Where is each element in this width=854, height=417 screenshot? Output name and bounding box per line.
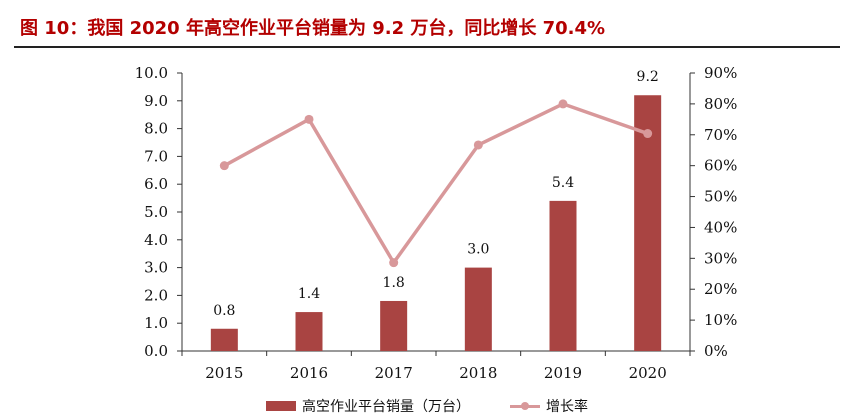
chart-legend: 高空作业平台销量（万台） 增长率 <box>0 396 854 416</box>
bar <box>549 200 577 351</box>
y-left-tick-label: 9.0 <box>144 92 168 110</box>
legend-swatch-bar <box>266 401 296 411</box>
legend-swatch-line <box>510 401 540 411</box>
y-right-tick-label: 20% <box>704 280 737 298</box>
figure-title: 图 10：我国 2020 年高空作业平台销量为 9.2 万台，同比增长 70.4… <box>20 18 606 39</box>
y-right-tick-label: 10% <box>704 311 737 329</box>
title-rule <box>14 46 840 48</box>
growth-point <box>219 161 229 171</box>
bar-data-label: 9.2 <box>637 69 659 85</box>
x-tick-label: 2018 <box>459 364 497 382</box>
y-right-tick-label: 0% <box>704 342 728 360</box>
bar-data-label: 1.8 <box>383 275 405 291</box>
y-right-tick-label: 50% <box>704 188 737 206</box>
bar <box>210 328 238 351</box>
growth-point <box>473 140 483 150</box>
legend-label-sales: 高空作业平台销量（万台） <box>302 399 470 415</box>
legend-label-growth: 增长率 <box>546 399 588 415</box>
y-left-tick-label: 3.0 <box>144 259 168 277</box>
y-left-tick-label: 1.0 <box>144 314 168 332</box>
x-tick-label: 2016 <box>290 364 328 382</box>
y-left-tick-label: 2.0 <box>144 286 168 304</box>
y-right-tick-label: 90% <box>704 64 737 82</box>
y-left-tick-label: 7.0 <box>144 147 168 165</box>
growth-point <box>389 258 399 268</box>
y-right-tick-label: 40% <box>704 218 737 236</box>
x-tick-label: 2020 <box>629 364 667 382</box>
bar-data-label: 5.4 <box>552 175 574 191</box>
y-left-tick-label: 0.0 <box>144 342 168 360</box>
bar <box>295 312 323 351</box>
x-tick-label: 2015 <box>205 364 243 382</box>
growth-line <box>223 102 649 265</box>
y-right-tick-label: 30% <box>704 249 737 267</box>
bar <box>380 300 408 351</box>
y-right-tick-label: 60% <box>704 157 737 175</box>
growth-point <box>643 129 653 139</box>
bar <box>464 267 492 351</box>
x-tick-label: 2017 <box>375 364 413 382</box>
y-left-tick-label: 8.0 <box>144 120 168 138</box>
y-left-tick-label: 5.0 <box>144 203 168 221</box>
y-right-tick-label: 80% <box>704 95 737 113</box>
growth-point <box>558 99 568 109</box>
y-right-tick-label: 70% <box>704 126 737 144</box>
bar-data-label: 0.8 <box>213 303 235 319</box>
y-left-tick-label: 6.0 <box>144 175 168 193</box>
x-tick-label: 2019 <box>544 364 582 382</box>
bar-data-label: 3.0 <box>467 242 489 258</box>
chart: 0.0 1.0 2.0 3.0 4.0 5.0 6.0 7.0 8.0 9.0 10.0 0% 10% 2… <box>135 64 738 382</box>
growth-point <box>304 114 314 124</box>
legend-item-sales: 高空作业平台销量（万台） <box>266 396 470 416</box>
bar-data-label: 1.4 <box>298 286 320 302</box>
y-left-tick-label: 10.0 <box>135 64 168 82</box>
legend-item-growth: 增长率 <box>510 396 588 416</box>
y-left-tick-label: 4.0 <box>144 231 168 249</box>
